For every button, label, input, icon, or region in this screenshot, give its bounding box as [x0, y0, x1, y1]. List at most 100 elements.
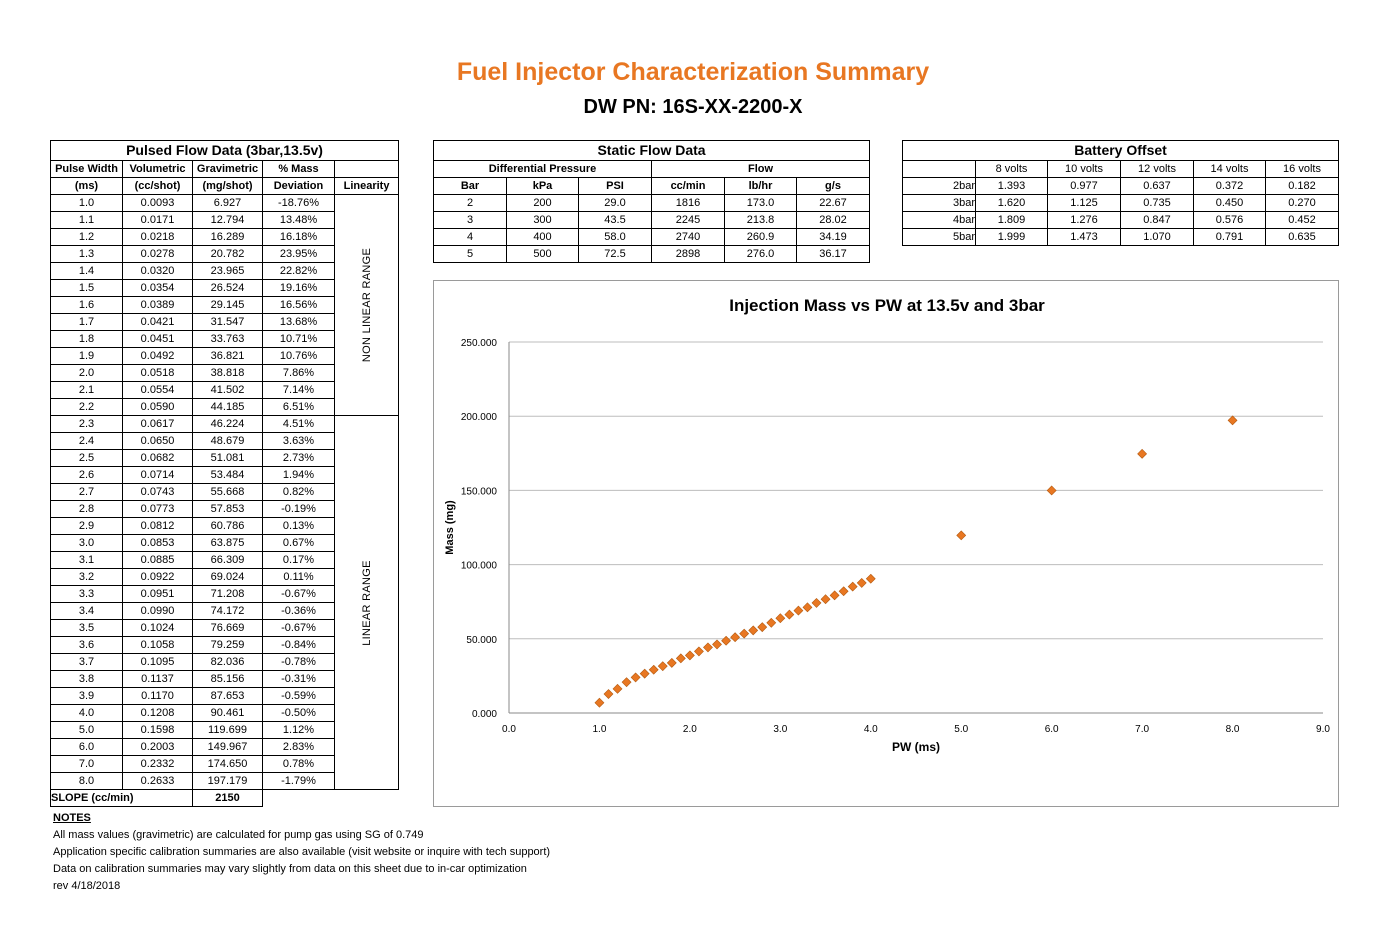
static-table-title: Static Flow Data [432, 140, 871, 161]
table-cell: 1.5 [50, 279, 123, 297]
table-cell: 0.0492 [122, 347, 193, 365]
table-cell: 76.669 [192, 619, 263, 637]
table-cell: 173.0 [724, 194, 797, 212]
column-header: g/s [795, 177, 871, 195]
table-cell: 1.12% [262, 721, 335, 739]
column-header: 10 volts [1047, 160, 1121, 178]
table-cell: 1.1 [50, 211, 123, 229]
y-tick-label: 50.000 [466, 635, 497, 646]
column-header: 14 volts [1193, 160, 1266, 178]
column-header: kPa [506, 177, 579, 195]
table-cell: 0.450 [1193, 194, 1266, 212]
linear-range-cell: LINEAR RANGE [333, 415, 400, 790]
table-row: 4 400 58.0 2740 260.9 34.19 [433, 228, 871, 246]
column-header: (ms) [50, 177, 123, 195]
table-cell: 2.73% [262, 449, 335, 467]
column-header: (mg/shot) [192, 177, 263, 195]
column-header: (cc/shot) [122, 177, 193, 195]
table-cell: 6.51% [262, 398, 335, 416]
table-cell: 60.786 [192, 517, 263, 535]
data-point [820, 594, 831, 605]
table-cell: 1.620 [975, 194, 1048, 212]
data-point [766, 617, 777, 628]
column-header: Gravimetric [192, 160, 263, 178]
table-cell: 38.818 [192, 364, 263, 382]
column-header: lb/hr [724, 177, 797, 195]
table-cell: 260.9 [724, 228, 797, 246]
row-label: 5bar [902, 228, 976, 246]
table-cell: 0.576 [1193, 211, 1266, 229]
table-cell: 2.0 [50, 364, 123, 382]
data-point [793, 605, 804, 616]
table-cell: 0.0554 [122, 381, 193, 399]
table-cell: 1.7 [50, 313, 123, 331]
table-cell: 0.452 [1264, 211, 1340, 229]
table-row: 1.7 0.0421 31.547 13.68% [50, 313, 399, 331]
table-cell: 57.853 [192, 500, 263, 518]
table-cell: 69.024 [192, 568, 263, 586]
table-row: 1.4 0.0320 23.965 22.82% [50, 262, 399, 280]
y-tick-label: 150.000 [461, 486, 498, 497]
table-cell: 3.6 [50, 636, 123, 654]
y-tick-label: 0.000 [472, 709, 497, 720]
table-cell: 0.0812 [122, 517, 193, 535]
battery-header-row: 8 volts 10 volts 12 volts 14 volts 16 volts [902, 160, 1340, 178]
table-cell: 197.179 [192, 772, 263, 790]
table-cell: -0.84% [262, 636, 335, 654]
table-cell: 0.0451 [122, 330, 193, 348]
column-header [333, 160, 400, 178]
table-cell: 16.289 [192, 228, 263, 246]
table-cell: 0.2633 [122, 772, 193, 790]
table-cell: 3.2 [50, 568, 123, 586]
table-cell: 0.1095 [122, 653, 193, 671]
table-cell: 2.1 [50, 381, 123, 399]
group-header: Flow [650, 160, 871, 178]
data-point [594, 697, 605, 708]
table-cell: 1.8 [50, 330, 123, 348]
table-cell: 1.809 [975, 211, 1048, 229]
battery-offset-table: Battery Offset 8 volts 10 volts 12 volts 14 … [901, 140, 1340, 246]
table-cell: 48.679 [192, 432, 263, 450]
table-cell: 0.0389 [122, 296, 193, 314]
data-point [838, 586, 849, 597]
table-cell: 1.125 [1047, 194, 1121, 212]
table-cell: 2245 [651, 211, 725, 229]
row-label: 2bar [902, 177, 976, 195]
table-cell: 0.0093 [122, 194, 193, 212]
table-row: 3bar 1.620 1.125 0.735 0.450 0.270 [902, 194, 1340, 212]
table-cell: 1.4 [50, 262, 123, 280]
note-line: Application specific calibration summari… [53, 846, 551, 858]
table-cell: 174.650 [192, 755, 263, 773]
table-cell: 0.1058 [122, 636, 193, 654]
table-cell: -0.36% [262, 602, 335, 620]
table-cell: 200 [506, 194, 579, 212]
table-cell: 0.0885 [122, 551, 193, 569]
part-number: DW PN: 16S-XX-2200-X [583, 96, 803, 118]
table-cell: 90.461 [192, 704, 263, 722]
table-cell: 1.2 [50, 228, 123, 246]
table-cell: 0.0354 [122, 279, 193, 297]
table-cell: 36.17 [795, 245, 871, 263]
column-header: Bar [433, 177, 507, 195]
table-cell: 213.8 [724, 211, 797, 229]
data-point [712, 639, 722, 650]
data-point [657, 661, 668, 672]
data-point [730, 632, 741, 643]
table-cell: 44.185 [192, 398, 263, 416]
table-cell: 0.1208 [122, 704, 193, 722]
data-point [648, 664, 659, 675]
table-row: 3.9 0.1170 87.653 -0.59% [50, 687, 399, 705]
pulsed-table-title: Pulsed Flow Data (3bar,13.5v) [49, 140, 400, 161]
table-cell: 0.0773 [122, 500, 193, 518]
table-cell: 400 [506, 228, 579, 246]
data-point [612, 683, 623, 694]
y-tick-label: 250.000 [461, 338, 498, 349]
data-point [639, 668, 650, 679]
table-cell: 6.927 [192, 194, 263, 212]
table-cell: 85.156 [192, 670, 263, 688]
table-cell: 0.977 [1047, 177, 1121, 195]
table-cell: 0.1598 [122, 721, 193, 739]
data-point [847, 581, 858, 592]
data-point [603, 689, 614, 699]
table-cell: 16.56% [262, 296, 335, 314]
